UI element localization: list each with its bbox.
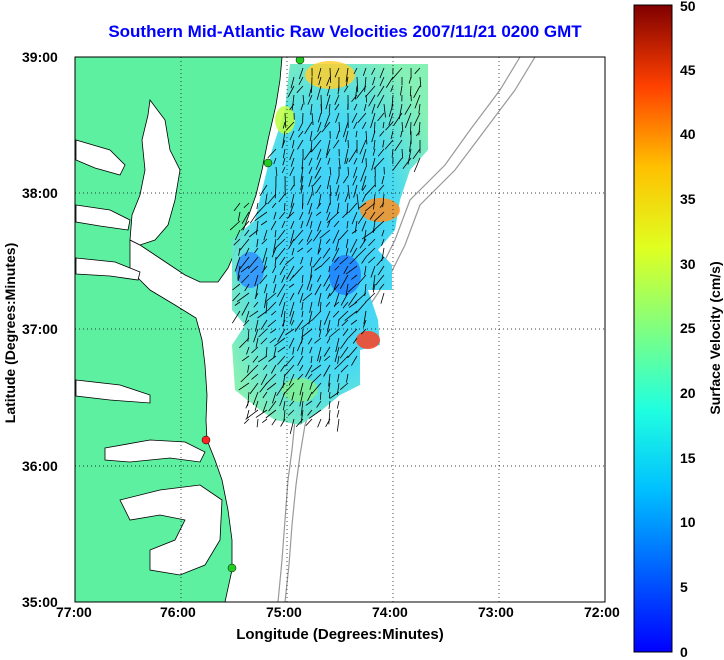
colorbar-tick: 30 [680,256,696,272]
colorbar-tick: 5 [680,579,688,595]
y-tick: 36:00 [22,458,58,474]
colorbar-tick: 20 [680,385,696,401]
station-marker [228,564,236,572]
colorbar-tick: 35 [680,191,696,207]
colorbar-tick: 10 [680,514,696,530]
colorbar-tick: 45 [680,62,696,78]
station-marker [264,159,272,167]
colorbar-tick: 25 [680,320,696,336]
colorbar-label: Surface Velocity (cm/s) [707,213,723,463]
x-tick: 77:00 [56,604,92,620]
x-tick: 73:00 [478,604,514,620]
x-tick: 72:00 [584,604,620,620]
y-tick: 39:00 [22,49,58,65]
colorbar-tick: 0 [680,644,688,660]
y-tick: 35:00 [22,594,58,610]
colorbar-tick: 50 [680,0,696,14]
x-tick: 76:00 [160,604,196,620]
x-tick: 74:00 [372,604,408,620]
velocity-vector [312,77,313,93]
x-axis-label: Longitude (Degrees:Minutes) [74,626,606,643]
x-tick: 75:00 [266,604,302,620]
colorbar-tick: 40 [680,126,696,142]
station-marker [202,436,210,444]
colorbar [634,5,672,652]
y-tick: 37:00 [22,321,58,337]
y-axis-label: Latitude (Degrees:Minutes) [2,213,18,453]
y-tick: 38:00 [22,185,58,201]
colorbar-tick: 15 [680,450,696,466]
